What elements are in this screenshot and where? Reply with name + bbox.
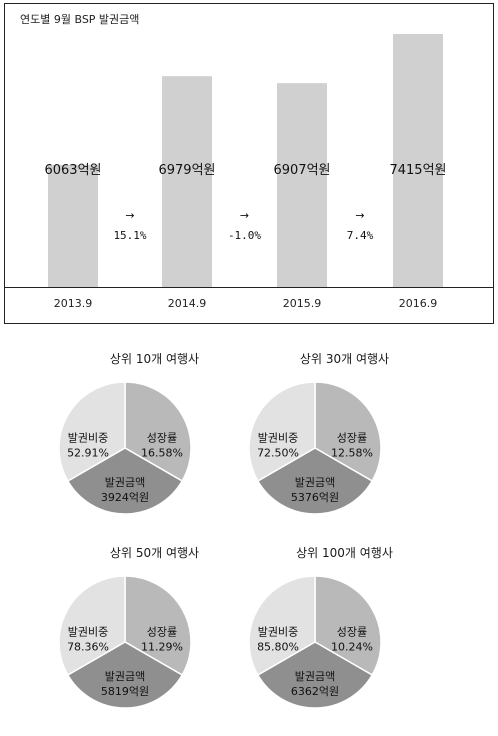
bar-value-label: 7415억원 xyxy=(389,163,446,178)
pie-slice-value: 16.58% xyxy=(141,447,183,460)
pie-title: 상위 50개 여행사 xyxy=(109,546,200,560)
x-tick-label: 2014.9 xyxy=(168,297,207,310)
pie-slice-value: 10.24% xyxy=(331,641,373,654)
bar-chart-frame xyxy=(4,3,494,324)
pie-slice xyxy=(124,381,192,483)
pie-slice-value: 5819억원 xyxy=(101,685,149,698)
bar-value-label: 6063억원 xyxy=(44,163,101,178)
bar xyxy=(393,34,443,287)
pie-slice-value: 12.58% xyxy=(331,447,373,460)
pie-chart-top-10: 상위 10개 여행사 성장률 16.58% 발권금액 3924억원 발권비중 52.91% xyxy=(30,350,279,530)
growth-label: 15.1% xyxy=(113,229,146,242)
bar-chart-title: 연도별 9월 BSP 발권금액 xyxy=(20,13,139,26)
growth-label: -1.0% xyxy=(228,229,261,242)
bar xyxy=(277,83,327,287)
pie-slice-value: 72.50% xyxy=(257,447,299,460)
pie-slice xyxy=(314,575,382,677)
pie-slice-name: 발권금액 xyxy=(105,476,145,489)
pie-slice xyxy=(58,575,126,677)
x-tick-label: 2013.9 xyxy=(54,297,93,310)
pie-slice xyxy=(248,381,316,483)
pie-slice-value: 5376억원 xyxy=(291,491,339,504)
pie-slice-value: 78.36% xyxy=(67,641,109,654)
pie-chart-top-30: 상위 30개 여행사 성장률 12.58% 발권금액 5376억원 발권비중 72.50% xyxy=(220,350,469,530)
pie-slice xyxy=(314,381,382,483)
pie-slice-name: 발권비중 xyxy=(258,432,298,445)
pie-slice xyxy=(256,447,374,515)
pie-slice xyxy=(58,381,126,483)
pie-slice-name: 발권금액 xyxy=(295,670,335,683)
x-tick-label: 2016.9 xyxy=(399,297,438,310)
pie-slice-name: 성장률 xyxy=(337,432,367,445)
pie-slice-name: 발권비중 xyxy=(258,626,298,639)
bar xyxy=(162,76,212,287)
growth-arrow-icon: → xyxy=(240,209,249,222)
pie-chart-top-100: 상위 100개 여행사 성장률 10.24% 발권금액 6362억원 발권비중 85.80… xyxy=(220,544,469,724)
bar-value-label: 6979억원 xyxy=(158,163,215,178)
pie-slice-name: 발권금액 xyxy=(295,476,335,489)
pie-slice-name: 성장률 xyxy=(147,432,177,445)
growth-arrow-icon: → xyxy=(125,209,134,222)
pie-chart-top-50: 상위 50개 여행사 성장률 11.29% 발권금액 5819억원 발권비중 78.36% xyxy=(30,544,279,724)
pie-slice-value: 11.29% xyxy=(141,641,183,654)
x-tick-label: 2015.9 xyxy=(283,297,322,310)
pie-title: 상위 30개 여행사 xyxy=(299,352,390,366)
pie-slice xyxy=(124,575,192,677)
pie-slice-value: 52.91% xyxy=(67,447,109,460)
bar-value-label: 6907억원 xyxy=(273,163,330,178)
bar xyxy=(48,164,98,287)
pie-title: 상위 10개 여행사 xyxy=(109,352,200,366)
pie-slice-value: 85.80% xyxy=(257,641,299,654)
pie-slice-name: 발권금액 xyxy=(105,670,145,683)
pie-slice-name: 성장률 xyxy=(147,626,177,639)
pie-slice-name: 성장률 xyxy=(337,626,367,639)
growth-arrow-icon: → xyxy=(355,209,364,222)
pie-slice xyxy=(248,575,316,677)
pie-slice-value: 3924억원 xyxy=(101,491,149,504)
pie-slice xyxy=(66,641,184,709)
pie-slice-name: 발권비중 xyxy=(68,432,108,445)
pie-slice xyxy=(66,447,184,515)
pie-slice-name: 발권비중 xyxy=(68,626,108,639)
pie-slice xyxy=(256,641,374,709)
pie-title: 상위 100개 여행사 xyxy=(296,546,393,560)
growth-label: 7.4% xyxy=(347,229,374,242)
pie-slice-value: 6362억원 xyxy=(291,685,339,698)
bar-chart: 연도별 9월 BSP 발권금액 6063억원 2013.9 6979억원 2014.9… xyxy=(4,3,494,324)
